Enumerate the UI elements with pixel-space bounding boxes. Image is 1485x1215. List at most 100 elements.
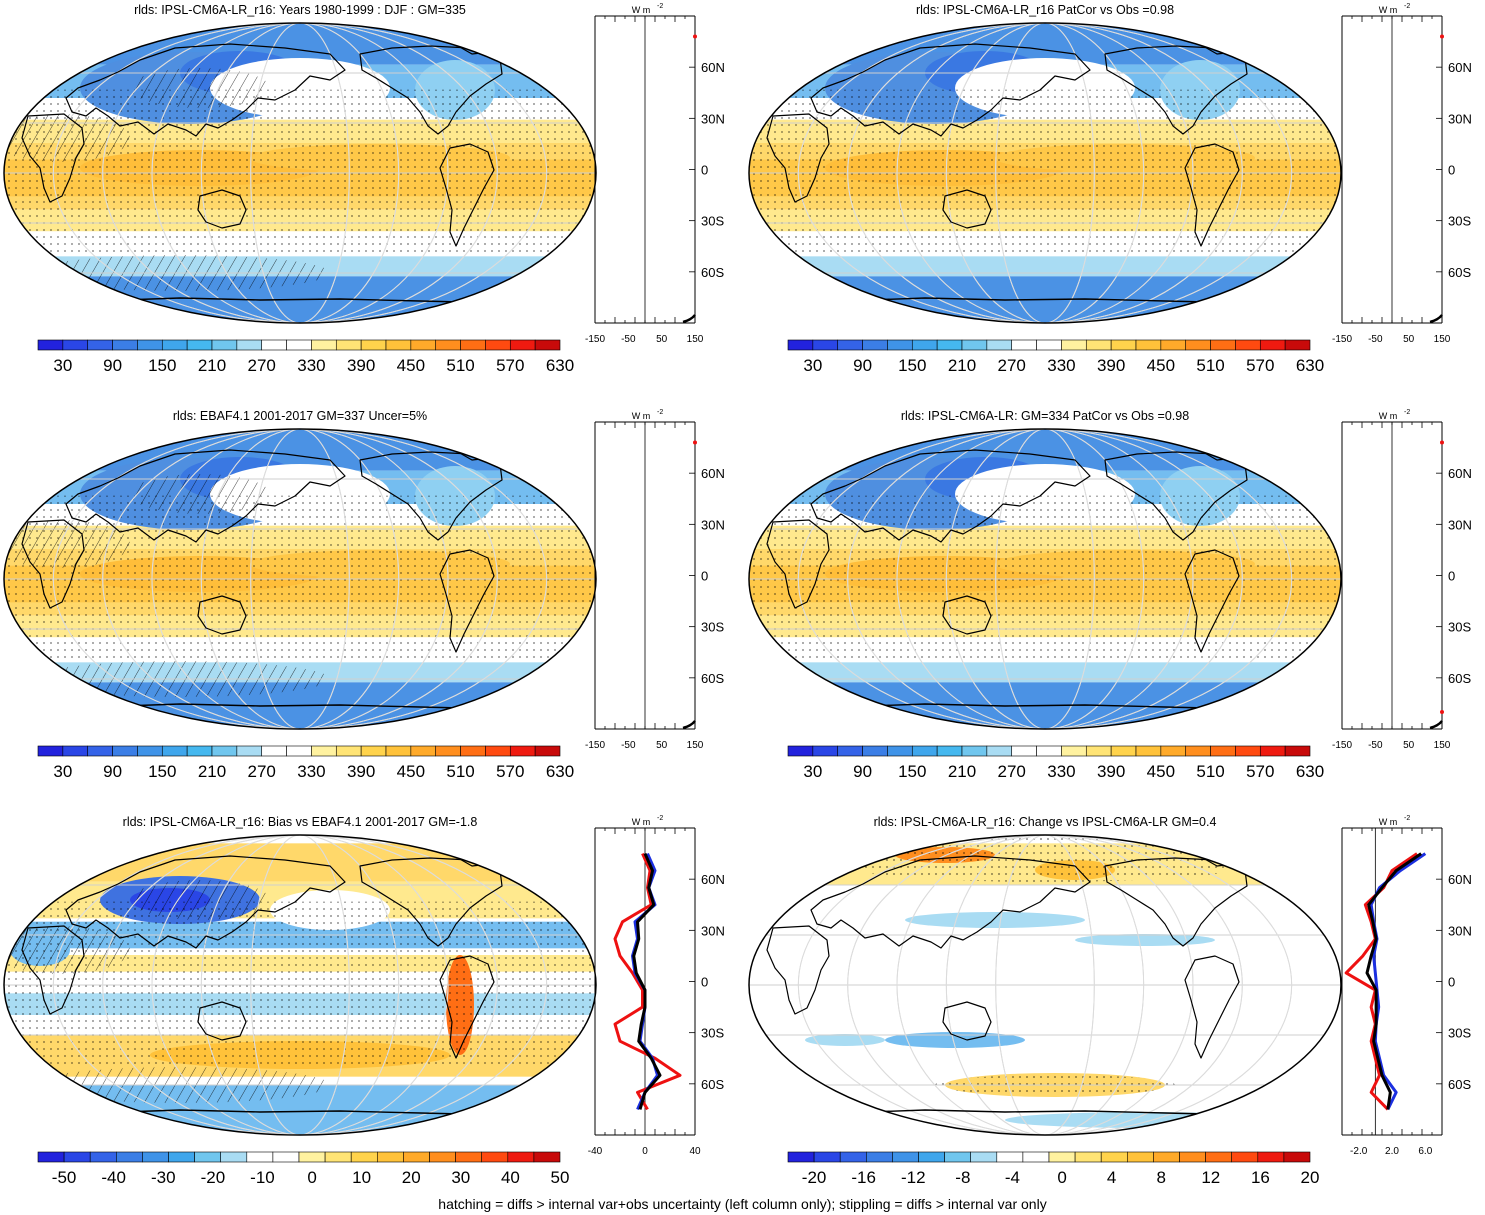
latitude-tick-label: 0: [1448, 163, 1455, 178]
latitude-tick-label: 30S: [1448, 1026, 1471, 1041]
colorbar-swatch: [376, 1151, 404, 1163]
colorbar-swatch: [286, 339, 312, 351]
colorbar-swatch: [142, 1151, 169, 1163]
colorbar-label: 450: [397, 762, 425, 781]
colorbar-swatch: [112, 745, 138, 757]
map-panel-4: [748, 428, 1342, 730]
colorbar-label: 270: [998, 356, 1026, 375]
profile-x-tick-label: 50: [1403, 740, 1415, 751]
colorbar-label: 30: [451, 1168, 470, 1187]
profile-line-black: [1365, 852, 1423, 1110]
colorbar-swatch: [335, 339, 362, 351]
profile-units-superscript: -2: [1404, 815, 1410, 822]
colorbar-label: 30: [803, 356, 822, 375]
profile-marker: [1440, 440, 1444, 445]
colorbar-swatch: [1210, 339, 1236, 351]
profile-line-black: [682, 720, 696, 730]
colorbar-swatch: [1185, 339, 1211, 351]
colorbar-label: 20: [1301, 1168, 1320, 1187]
profile-units-label: W m: [1379, 817, 1398, 827]
colorbar-swatch: [62, 339, 89, 351]
colorbar-label: 330: [297, 762, 325, 781]
latitude-tick-label: 0: [701, 975, 708, 990]
colorbar-label: -40: [101, 1168, 126, 1187]
colorbar-label: 30: [803, 762, 822, 781]
colorbar-swatch: [1085, 339, 1112, 351]
colorbar-swatch: [236, 745, 263, 757]
colorbar-swatch: [137, 339, 163, 351]
colorbar-swatch: [1110, 745, 1137, 757]
colorbar-label: 570: [1246, 762, 1274, 781]
colorbar-swatch: [507, 1151, 535, 1163]
colorbar-swatch: [1160, 339, 1187, 351]
colorbar-label: -12: [901, 1168, 926, 1187]
colorbar-swatch: [37, 745, 64, 757]
colorbar-swatch: [410, 339, 437, 351]
colorbar-label: 330: [1047, 356, 1075, 375]
latitude-tick-label: 60N: [701, 872, 725, 887]
colorbar-swatch: [385, 745, 412, 757]
colorbar-swatch: [403, 1151, 430, 1163]
colorbar-swatch: [261, 745, 287, 757]
colorbar-label: 390: [347, 762, 375, 781]
colorbar-swatch: [161, 339, 188, 351]
colorbar-swatch: [455, 1151, 483, 1163]
colorbar-swatch: [509, 339, 536, 351]
latitude-tick-label: 30S: [701, 1026, 724, 1041]
profile-units-label: W m: [1379, 5, 1398, 15]
latitude-tick-label: 60N: [1448, 60, 1472, 75]
colorbar-label: 12: [1201, 1168, 1220, 1187]
colorbar-swatch: [286, 745, 312, 757]
colorbar-label: 270: [998, 762, 1026, 781]
colorbar-swatch: [89, 1151, 117, 1163]
panel-title-2: rlds: IPSL-CM6A-LR_r16 PatCor vs Obs =0.…: [915, 3, 1175, 17]
colorbar-swatch: [1235, 745, 1261, 757]
latitude-tick-label: 60N: [701, 60, 725, 75]
profile-x-tick-label: -150: [585, 740, 605, 751]
colorbar-swatch: [1011, 339, 1037, 351]
profile-x-tick-label: 40: [689, 1146, 701, 1157]
colorbar-swatch: [911, 339, 938, 351]
colorbar-label: 450: [397, 356, 425, 375]
profile-units-superscript: -2: [1404, 409, 1410, 416]
profile-x-tick-label: 6.0: [1418, 1146, 1432, 1157]
colorbar-swatch: [996, 1151, 1024, 1163]
colorbar-label: 630: [1296, 356, 1324, 375]
profile-units-label: W m: [632, 817, 651, 827]
latitude-tick-label: 60N: [1448, 466, 1472, 481]
profile-line-black: [682, 314, 696, 324]
profile-x-tick-label: -150: [585, 334, 605, 345]
colorbar-label: 30: [53, 762, 72, 781]
colorbar-label: 4: [1107, 1168, 1116, 1187]
profile-x-tick-label: 150: [687, 334, 704, 345]
colorbar-3: 30 90 150 210 270 330 390 450 510 570 630: [37, 745, 574, 781]
colorbar-swatch: [936, 745, 963, 757]
latitude-tick-label: 30N: [1448, 517, 1472, 532]
map-panel-5: [3, 834, 597, 1136]
colorbar-swatch: [1085, 745, 1112, 757]
colorbar-swatch: [1231, 1151, 1259, 1163]
colorbar-swatch: [509, 745, 536, 757]
zonal-profile-1: W m -2 60N 30N 0 30S 60S -150 -50 50 150: [585, 3, 725, 345]
colorbar-swatch: [892, 1151, 919, 1163]
profile-units-superscript: -2: [657, 3, 663, 10]
latitude-tick-label: 0: [1448, 569, 1455, 584]
colorbar-label: 450: [1147, 356, 1175, 375]
colorbar-swatch: [1074, 1151, 1102, 1163]
panel-title-1: rlds: IPSL-CM6A-LR_r16: Years 1980-1999 …: [134, 3, 466, 17]
colorbar-swatch: [1011, 745, 1037, 757]
latitude-tick-label: 30S: [1448, 214, 1471, 229]
colorbar-swatch: [1022, 1151, 1050, 1163]
colorbar-swatch: [261, 339, 287, 351]
colorbar-swatch: [911, 745, 938, 757]
profile-marker: [693, 440, 697, 445]
colorbar-label: 16: [1251, 1168, 1270, 1187]
latitude-tick-label: 30S: [1448, 620, 1471, 635]
colorbar-swatch: [211, 745, 238, 757]
colorbar-2: 30 90 150 210 270 330 390 450 510 570 630: [787, 339, 1324, 375]
colorbar-swatch: [1160, 745, 1187, 757]
colorbar-swatch: [534, 745, 561, 757]
colorbar-5: -50 -40 -30 -20 -10 0 10 20 30 40 50: [37, 1151, 569, 1187]
latitude-tick-label: 60N: [701, 466, 725, 481]
latitude-tick-label: 30N: [1448, 923, 1472, 938]
